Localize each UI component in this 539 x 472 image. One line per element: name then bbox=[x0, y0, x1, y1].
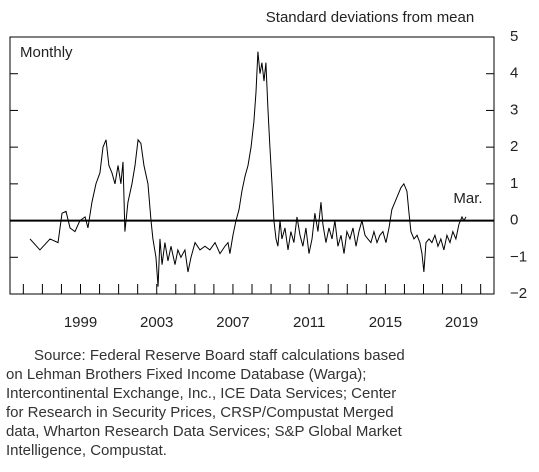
y-tick-label: 2 bbox=[510, 138, 518, 155]
y-tick-label: −1 bbox=[510, 248, 527, 265]
x-tick-label: 2003 bbox=[140, 314, 173, 331]
y-tick-label: 3 bbox=[510, 101, 518, 118]
x-tick-label: 2019 bbox=[445, 314, 478, 331]
note-line: Source: Federal Reserve Board staff calc… bbox=[34, 347, 405, 364]
y-tick-label: 0 bbox=[510, 212, 518, 229]
x-tick-label: 2011 bbox=[293, 314, 325, 331]
note-line: on Lehman Brothers Fixed Income Database… bbox=[6, 366, 367, 383]
note-line: Intercontinental Exchange, Inc., ICE Dat… bbox=[6, 385, 397, 402]
y-tick-label: 4 bbox=[510, 65, 518, 82]
source-note: Source: Federal Reserve Board staff calc… bbox=[6, 346, 526, 460]
y-tick-label: 1 bbox=[510, 175, 518, 192]
y-tick-label: −2 bbox=[510, 285, 527, 302]
note-line: data, Wharton Research Data Services; S&… bbox=[6, 423, 402, 440]
y-axis-label: Standard deviations from mean bbox=[266, 9, 474, 26]
x-tick-label: 1999 bbox=[64, 314, 97, 331]
x-tick-label: 2007 bbox=[216, 314, 249, 331]
plot-frame bbox=[9, 36, 495, 295]
data-line bbox=[29, 51, 467, 287]
note-line: for Research in Security Prices, CRSP/Co… bbox=[6, 404, 394, 421]
note-line: Intelligence, Compustat. bbox=[6, 442, 167, 459]
annotation: Monthly bbox=[20, 44, 73, 61]
annotation: Mar. bbox=[453, 190, 482, 207]
y-tick-label: 5 bbox=[510, 28, 518, 45]
chart: Standard deviations from mean Monthly −2… bbox=[9, 9, 527, 331]
x-tick-label: 2015 bbox=[369, 314, 402, 331]
